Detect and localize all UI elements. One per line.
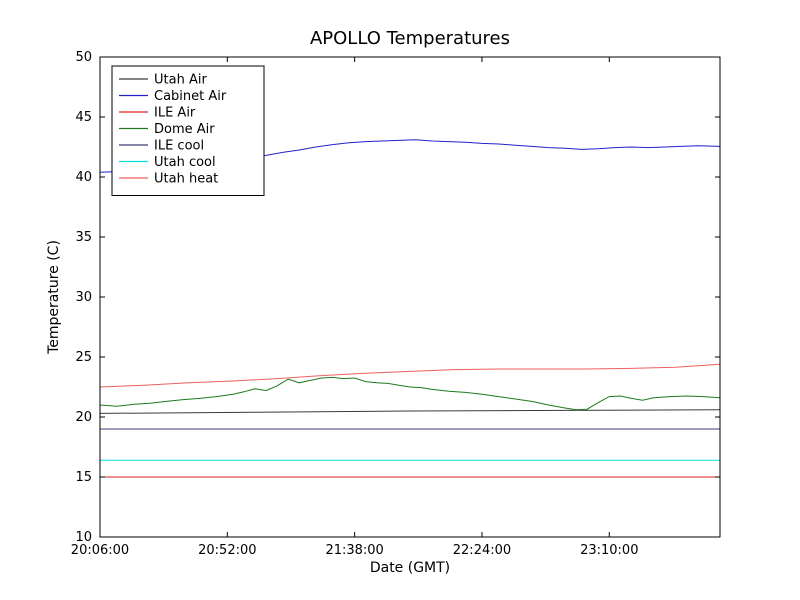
x-tick-label: 21:38:00 [325, 543, 383, 558]
axis-ticks: 10 15 20 25 30 35 40 45 50 20:06:00 20:52:00 21:38:… [71, 50, 720, 558]
y-tick-label: 50 [75, 50, 92, 65]
legend-label-ile-cool: ILE cool [154, 139, 204, 154]
x-tick-label: 23:10:00 [580, 543, 638, 558]
x-tick-label: 20:06:00 [71, 543, 129, 558]
y-tick-label: 10 [75, 530, 92, 545]
series-line-utah-heat [99, 363, 721, 388]
y-tick-label: 40 [75, 170, 92, 185]
y-axis-label: Temperature (C) [46, 240, 62, 355]
legend-label-cabinet-air: Cabinet Air [154, 89, 227, 104]
y-tick-label: 30 [75, 290, 92, 305]
legend-label-ile-air: ILE Air [154, 106, 196, 121]
x-tick-label: 20:52:00 [198, 543, 256, 558]
series-line-utah-air [99, 409, 721, 414]
legend-label-dome-air: Dome Air [154, 122, 215, 137]
chart-title: APOLLO Temperatures [310, 28, 510, 49]
x-axis-label: Date (GMT) [370, 560, 450, 576]
legend-label-utah-air: Utah Air [154, 73, 207, 88]
y-tick-label: 20 [75, 410, 92, 425]
y-tick-label: 15 [75, 470, 92, 485]
legend-label-utah-cool: Utah cool [154, 155, 216, 170]
y-tick-label: 45 [75, 110, 92, 125]
legend-label-utah-heat: Utah heat [154, 172, 218, 187]
legend-box [111, 65, 265, 196]
series-line-dome-air [99, 376, 721, 411]
x-tick-label: 22:24:00 [453, 543, 511, 558]
y-tick-label: 25 [75, 350, 92, 365]
y-tick-label: 35 [75, 230, 92, 245]
plot-border [99, 56, 721, 538]
